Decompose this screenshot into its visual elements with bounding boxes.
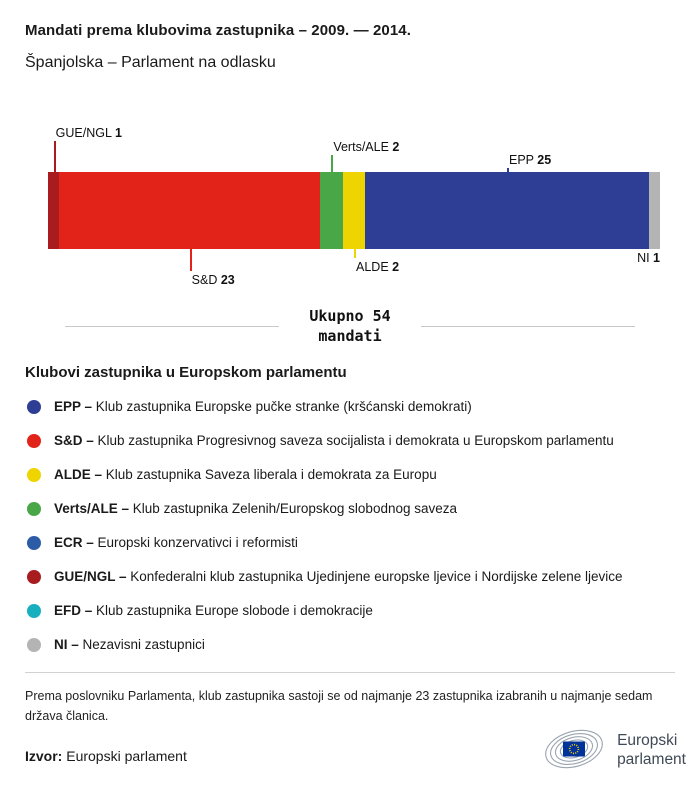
bar-label-tick-VertsALE bbox=[331, 155, 334, 172]
legend-dot-ECR bbox=[27, 535, 41, 550]
legend-label-ECR: ECR – Europski konzervativci i reformist… bbox=[54, 535, 298, 550]
source-label: Izvor: bbox=[25, 748, 63, 764]
bar-label-GUENGL: GUE/NGL 1 bbox=[55, 126, 122, 140]
bar-labels-top: GUE/NGL 1 Verts/ALE 2 EPP 25 bbox=[48, 126, 660, 172]
bar-label-tick-GUENGL bbox=[53, 141, 56, 172]
ep-logo-text-line2: parlament bbox=[617, 751, 686, 768]
bar-label-tick-EPP bbox=[507, 168, 509, 172]
legend-dot-VertsALE bbox=[27, 501, 41, 516]
bar-label-VertsALE: Verts/ALE 2 bbox=[333, 140, 400, 154]
total-divider-left bbox=[65, 326, 280, 327]
legend-dot-GUENGL bbox=[27, 569, 41, 584]
legend-item-ECR: ECR – Europski konzervativci i reformist… bbox=[25, 535, 675, 550]
bar-labels-bottom: S&D 23 ALDE 2 NI 1 bbox=[48, 249, 660, 295]
legend-dot-ALDE bbox=[27, 467, 41, 482]
bar-label-NI: NI 1 bbox=[637, 251, 660, 265]
legend-item-EFD: EFD – Klub zastupnika Europe slobode i d… bbox=[25, 603, 675, 618]
total-seats-line2: mandati bbox=[318, 326, 382, 345]
legend-item-SD: S&D – Klub zastupnika Progresivnog savez… bbox=[25, 433, 675, 448]
legend-item-VertsALE: Verts/ALE – Klub zastupnika Zelenih/Euro… bbox=[25, 501, 675, 516]
stacked-bar bbox=[48, 172, 660, 249]
legend-item-EPP: EPP – Klub zastupnika Europske pučke str… bbox=[25, 399, 675, 414]
legend-label-SD: S&D – Klub zastupnika Progresivnog savez… bbox=[54, 433, 614, 448]
total-seats-label: Ukupno 54 mandati bbox=[309, 307, 390, 346]
page-title: Mandati prema klubovima zastupnika – 200… bbox=[25, 22, 411, 39]
seats-chart: GUE/NGL 1 Verts/ALE 2 EPP 25 S&D 23 ALDE 2 N… bbox=[48, 126, 660, 295]
legend-item-NI: NI – Nezavisni zastupnici bbox=[25, 637, 675, 652]
eu-flag bbox=[563, 741, 586, 757]
legend-item-GUENGL: GUE/NGL – Konfederalni klub zastupnika U… bbox=[25, 569, 675, 584]
total-seats-row: Ukupno 54 mandati bbox=[65, 307, 635, 346]
bar-label-EPP: EPP 25 bbox=[509, 153, 552, 167]
total-divider-right bbox=[420, 326, 635, 327]
legend-label-GUENGL: GUE/NGL – Konfederalni klub zastupnika U… bbox=[54, 569, 623, 584]
ep-logo-text-line1: Europski bbox=[617, 731, 678, 749]
bar-segment-ALDE bbox=[342, 172, 366, 249]
legend-label-VertsALE: Verts/ALE – Klub zastupnika Zelenih/Euro… bbox=[54, 501, 458, 516]
legend-label-NI: NI – Nezavisni zastupnici bbox=[54, 637, 205, 652]
total-seats-line1: Ukupno 54 bbox=[309, 307, 391, 325]
legend-dot-NI bbox=[27, 637, 41, 652]
footnote-text: Prema poslovniku Parlamenta, klub zastup… bbox=[25, 689, 653, 723]
legend-label-ALDE: ALDE – Klub zastupnika Saveza liberala i… bbox=[54, 467, 437, 482]
bar-segment-NI bbox=[648, 172, 660, 249]
bar-label-SD: S&D 23 bbox=[191, 273, 235, 287]
ep-logo-icon bbox=[545, 729, 603, 769]
bar-label-tick-ALDE bbox=[354, 249, 356, 258]
star-ring bbox=[568, 743, 580, 755]
bar-segment-EPP bbox=[365, 172, 649, 249]
page-subtitle: Španjolska – Parlament na odlasku bbox=[25, 54, 276, 71]
footer-divider bbox=[25, 672, 675, 673]
legend-dot-SD bbox=[27, 433, 41, 448]
legend-dot-EFD bbox=[27, 603, 41, 618]
bar-label-ALDE: ALDE 2 bbox=[356, 260, 400, 274]
ep-logo: Europski parlament bbox=[543, 726, 686, 774]
legend-dot-EPP bbox=[27, 399, 41, 414]
legend-title: Klubovi zastupnika u Europskom parlament… bbox=[25, 364, 347, 381]
ep-logo-text: Europski parlament bbox=[617, 731, 686, 770]
legend-list: EPP – Klub zastupnika Europske pučke str… bbox=[25, 399, 675, 652]
legend-label-EFD: EFD – Klub zastupnika Europe slobode i d… bbox=[54, 603, 373, 618]
bar-segment-VertsALE bbox=[319, 172, 343, 249]
source-text: Europski parlament bbox=[66, 748, 187, 764]
bar-segment-GUENGL bbox=[48, 172, 60, 249]
bar-label-tick-SD bbox=[189, 249, 192, 271]
legend-item-ALDE: ALDE – Klub zastupnika Saveza liberala i… bbox=[25, 467, 675, 482]
legend-label-EPP: EPP – Klub zastupnika Europske pučke str… bbox=[54, 399, 472, 414]
bar-segment-SD bbox=[59, 172, 320, 249]
bottom-row: Izvor: Europski parlament Europski parla… bbox=[25, 726, 686, 774]
source-line: Izvor: Europski parlament bbox=[25, 748, 187, 764]
